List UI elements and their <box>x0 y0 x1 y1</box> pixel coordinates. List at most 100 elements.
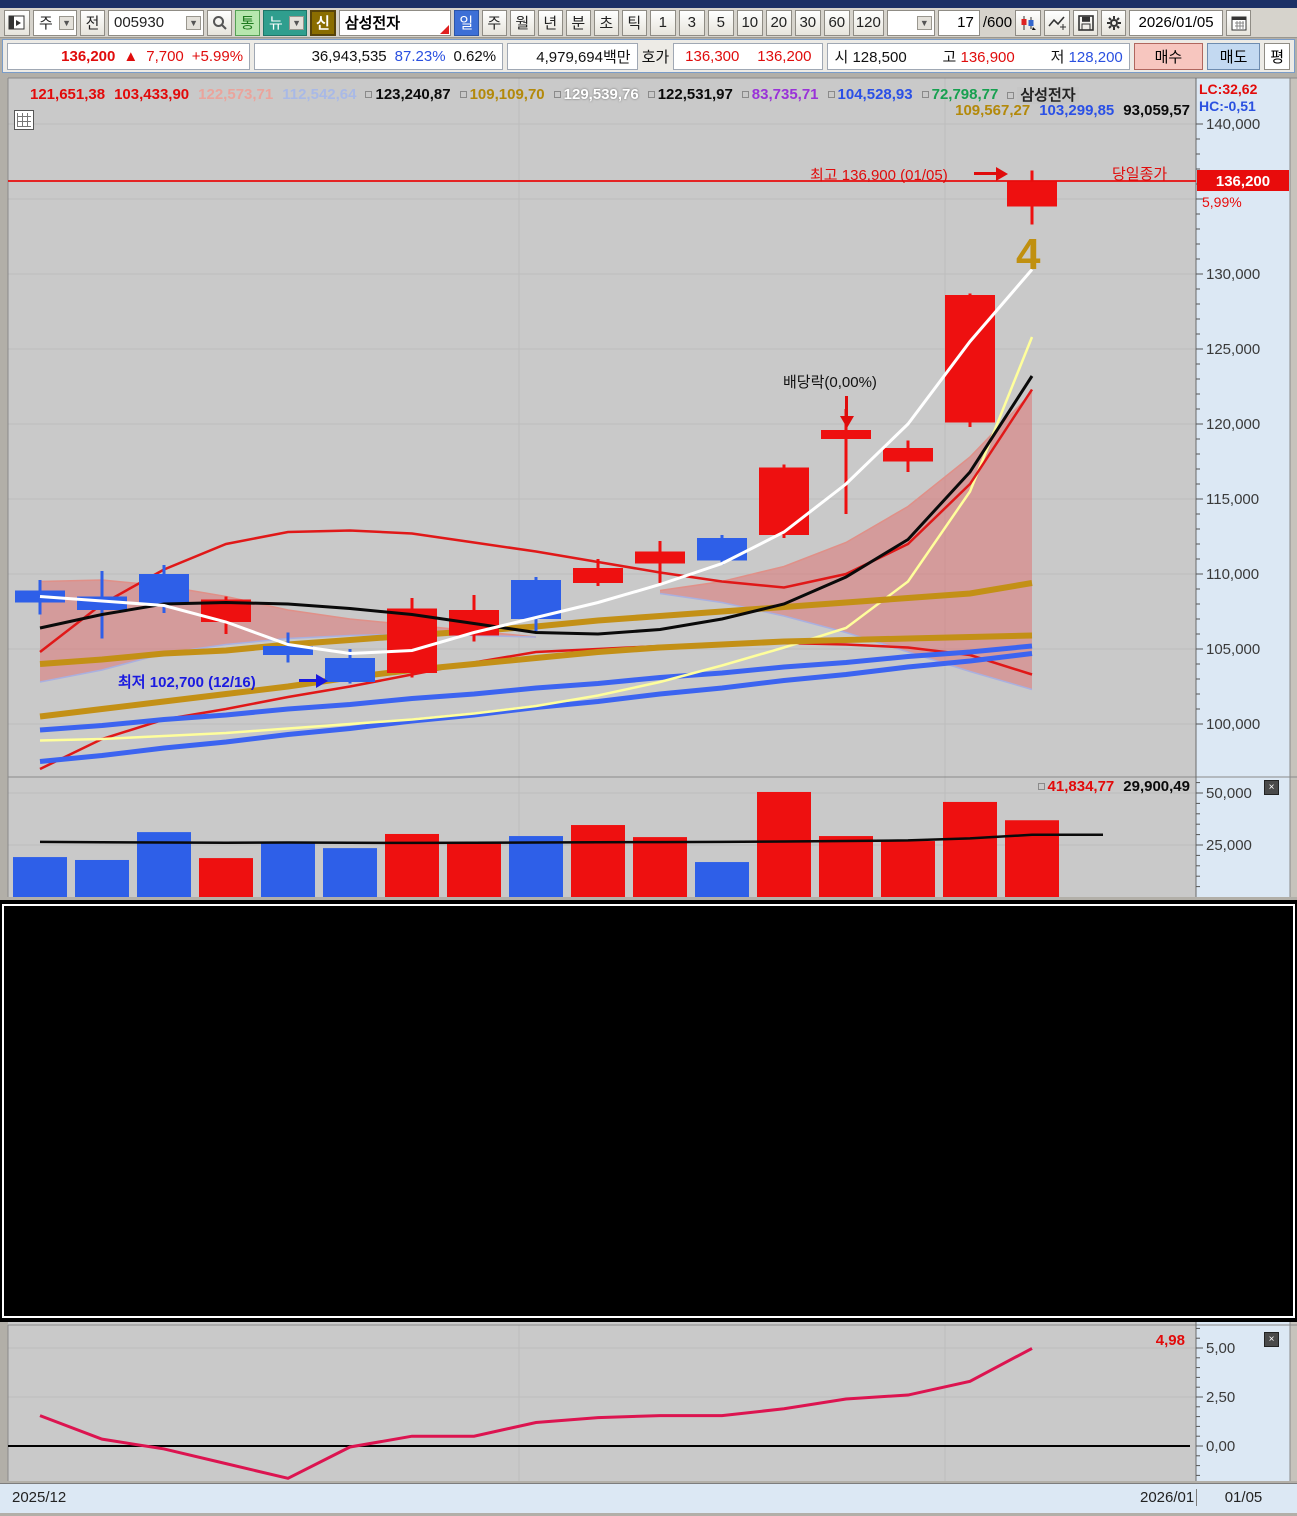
candle-style-button[interactable] <box>1015 9 1042 36</box>
tong-button[interactable]: 통 <box>235 9 260 36</box>
high-value: 136,900 <box>960 48 1015 66</box>
close-oscillator-panel-icon[interactable]: × <box>1264 1332 1279 1347</box>
calendar-button[interactable] <box>1226 9 1252 36</box>
volume-bar <box>1005 820 1059 897</box>
ma_white <box>39 268 1034 656</box>
minute-30-button[interactable]: 30 <box>794 9 821 36</box>
minute-20-button[interactable]: 20 <box>765 9 792 36</box>
buy-button[interactable]: 매수 <box>1133 42 1203 70</box>
period-year-button[interactable]: 년 <box>537 9 563 36</box>
minute-3-button[interactable]: 3 <box>678 9 705 36</box>
save-icon <box>1077 14 1094 31</box>
svg-text:130,000: 130,000 <box>1206 266 1260 283</box>
amount-value: 4,979,694백만 <box>536 48 631 66</box>
open-value: 128,500 <box>852 48 907 66</box>
settings-button[interactable] <box>1101 9 1127 36</box>
chart-style-select[interactable]: 주 ▼ <box>33 9 77 36</box>
low-label: 저 <box>1050 48 1065 66</box>
shin-button[interactable]: 신 <box>310 9 336 36</box>
empty-indicator-panel <box>0 900 1297 1322</box>
svg-text:2,50: 2,50 <box>1206 1389 1235 1406</box>
news-select[interactable]: 뉴 ▼ <box>263 9 307 36</box>
date-field[interactable]: 2026/01/05 <box>1129 9 1224 36</box>
minute-custom-select[interactable]: ▼ <box>886 9 935 36</box>
avg-button[interactable]: 평 <box>1264 42 1290 70</box>
trend_blue_1 <box>39 643 1033 733</box>
minute-5-button[interactable]: 5 <box>707 9 734 36</box>
stock-code-select[interactable]: 005930 ▼ <box>108 9 204 36</box>
stock-code-value: 005930 <box>114 14 165 31</box>
date-label-left: 2025/12 <box>12 1489 67 1506</box>
search-button[interactable] <box>207 9 232 36</box>
calendar-icon <box>1231 16 1247 30</box>
volume-bar <box>385 833 439 897</box>
candle-body <box>697 538 747 561</box>
hoga-box: 136,300 136,200 <box>673 42 824 70</box>
trend_blue_2 <box>39 651 1033 764</box>
symbol-field[interactable]: 삼성전자 <box>338 9 451 36</box>
volume-bar <box>695 862 749 897</box>
candle-body <box>201 599 251 622</box>
chevron-down-icon: ▼ <box>289 15 304 30</box>
candle-body <box>573 568 623 583</box>
line-chart-icon <box>1048 15 1067 30</box>
svg-text:25,000: 25,000 <box>1206 837 1252 854</box>
chart-toolbar: 주 ▼ 전 005930 ▼ 통 뉴 ▼ 신 삼성전자 일 주 월 년 분 초 틱 1… <box>0 8 1297 38</box>
svg-text:5,99%: 5,99% <box>1202 194 1242 210</box>
panel-toggle-button[interactable] <box>4 9 30 36</box>
svg-text:105,000: 105,000 <box>1206 641 1260 658</box>
minute-1-button[interactable]: 1 <box>649 9 676 36</box>
bar-total-label: /600 <box>982 14 1013 31</box>
candle-body <box>883 448 933 462</box>
volume-ma-line <box>39 833 1103 845</box>
minute-60-button[interactable]: 60 <box>823 9 850 36</box>
price-info-bar: 136,200 ▲ 7,700 +5.99% 36,943,535 87.23%… <box>2 39 1295 73</box>
volume-value: 36,943,535 <box>311 47 387 65</box>
gear-icon <box>1106 15 1121 30</box>
date-label-current: 01/05 <box>1196 1489 1290 1506</box>
low-value: 128,200 <box>1068 48 1123 66</box>
bar-count-input[interactable]: 17 <box>937 9 980 36</box>
volume-bar <box>447 842 501 897</box>
sell-button[interactable]: 매도 <box>1206 42 1261 70</box>
chevron-down-icon: ▼ <box>59 15 74 30</box>
volume-bar <box>633 837 687 897</box>
save-button[interactable] <box>1073 9 1099 36</box>
current-price: 136,200 <box>61 47 116 65</box>
symbol-value: 삼성전자 <box>344 15 401 32</box>
price-change: 7,700 <box>146 47 184 65</box>
period-tick-button[interactable]: 틱 <box>621 9 647 36</box>
price-axis <box>1196 78 1290 897</box>
candle-body <box>139 574 189 604</box>
prev-stock-button[interactable]: 전 <box>80 9 105 36</box>
line-style-button[interactable] <box>1044 9 1071 36</box>
oscillator-line <box>39 1347 1033 1480</box>
period-second-button[interactable]: 초 <box>593 9 619 36</box>
chart-style-value: 주 <box>39 15 53 32</box>
svg-text:0,00: 0,00 <box>1206 1438 1235 1455</box>
main-price-chart[interactable]: 140,000 130,000 125,000 120,000 115,000 110,0… <box>0 74 1297 900</box>
period-minute-button[interactable]: 분 <box>565 9 591 36</box>
open-label: 시 <box>834 48 849 66</box>
oscillator-plot-area <box>8 1322 1196 1481</box>
svg-text:120,000: 120,000 <box>1206 416 1260 433</box>
svg-text:140,000: 140,000 <box>1206 116 1260 133</box>
date-label-month: 2026/01 <box>1140 1489 1195 1506</box>
period-week-button[interactable]: 주 <box>481 9 507 36</box>
oscillator-chart[interactable]: 5,00 2,50 0,00 <box>0 1322 1297 1483</box>
volume-box: 36,943,535 87.23% 0.62% <box>254 42 504 70</box>
candle-body <box>1007 181 1057 207</box>
close-volume-panel-icon[interactable]: × <box>1264 780 1279 795</box>
period-day-button[interactable]: 일 <box>453 9 479 36</box>
ma_yellow <box>39 336 1034 742</box>
period-month-button[interactable]: 월 <box>509 9 535 36</box>
high-label: 고 <box>942 48 957 66</box>
grid-tool-icon[interactable] <box>14 110 34 130</box>
minute-10-button[interactable]: 10 <box>736 9 763 36</box>
candles <box>15 170 1057 684</box>
date-axis: 2025/12 2026/01 01/05 <box>0 1483 1297 1513</box>
ohl-box: 시 128,500 고 136,900 저 128,200 <box>827 42 1130 70</box>
minute-120-button[interactable]: 120 <box>852 9 884 36</box>
current-price-marker <box>1197 170 1289 191</box>
